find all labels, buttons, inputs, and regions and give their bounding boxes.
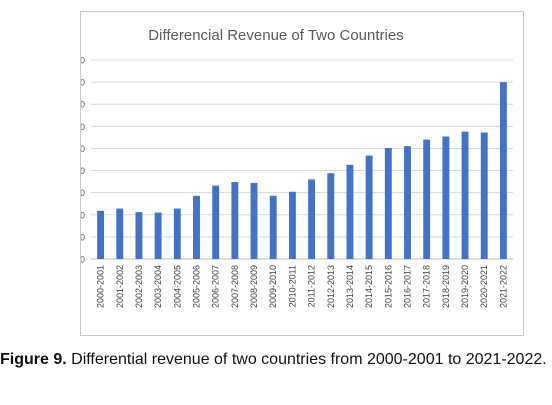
bar — [308, 179, 316, 259]
y-tick-label: 0 — [81, 255, 85, 265]
bar — [442, 136, 450, 259]
x-tick-label: 2009-2010 — [268, 265, 278, 308]
x-tick-label: 2006-2007 — [211, 265, 221, 308]
x-tick-label: 2004-2005 — [172, 265, 182, 308]
x-tick-label: 2019-2020 — [460, 265, 470, 308]
x-tick-label: 2010-2011 — [287, 265, 297, 307]
x-tick-label: 2013-2014 — [345, 265, 355, 308]
bar — [135, 212, 143, 259]
bar — [480, 132, 488, 259]
bar — [288, 191, 296, 259]
bar — [97, 210, 105, 259]
x-tick-label: 2020-2021 — [479, 265, 489, 308]
bar — [384, 148, 392, 259]
bar — [154, 212, 162, 259]
bar — [461, 131, 469, 259]
y-tick-label: 5000000 — [81, 232, 85, 242]
x-tick-label: 2008-2009 — [249, 265, 259, 308]
x-tick-label: 2003-2004 — [153, 265, 163, 308]
x-tick-label: 2012-2013 — [326, 265, 336, 308]
x-tick-label: 2017-2018 — [422, 265, 432, 308]
bar — [499, 82, 507, 259]
y-tick-label: 20000000 — [81, 166, 85, 176]
caption-text: Differential revenue of two countries fr… — [66, 351, 547, 368]
bar — [173, 208, 181, 259]
bar — [346, 164, 354, 259]
bar — [116, 208, 124, 259]
x-tick-label: 2014-2015 — [364, 265, 374, 308]
bar — [423, 139, 431, 259]
chart-frame: Differencial Revenue of Two Countries 0 50… — [80, 11, 524, 336]
x-tick-label: 2018-2019 — [441, 265, 451, 308]
bar — [231, 182, 239, 259]
y-tick-label: 15000000 — [81, 188, 85, 198]
y-tick-label: 30000000 — [81, 122, 85, 132]
y-tick-label: 10000000 — [81, 210, 85, 220]
x-tick-label: 2016-2017 — [403, 265, 413, 308]
x-tick-label: 2002-2003 — [134, 265, 144, 308]
figure-caption: Figure 9. Differential revenue of two co… — [0, 349, 552, 370]
y-tick-label: 45000000 — [81, 56, 85, 66]
x-tick-label: 2015-2016 — [383, 265, 393, 308]
x-tick-label: 2011-2012 — [307, 265, 317, 307]
x-tick-label: 2005-2006 — [192, 265, 202, 308]
bar-chart: Differencial Revenue of Two Countries 0 50… — [81, 27, 513, 308]
bar — [212, 185, 220, 259]
caption-label: Figure 9. — [0, 351, 67, 368]
bar — [365, 155, 373, 259]
y-tick-label: 35000000 — [81, 100, 85, 110]
y-tick-label: 25000000 — [81, 144, 85, 154]
bar — [193, 195, 200, 259]
bar — [404, 146, 411, 259]
y-tick-label: 40000000 — [81, 78, 85, 88]
chart-title: Differencial Revenue of Two Countries — [148, 27, 403, 44]
bar — [327, 173, 335, 259]
x-tick-label: 2000-2001 — [96, 265, 106, 308]
x-tick-label: 2007-2008 — [230, 265, 240, 308]
bar — [250, 182, 258, 259]
x-tick-label: 2001-2002 — [115, 265, 125, 308]
bar — [269, 195, 277, 259]
x-tick-label: 2021-2022 — [498, 265, 508, 308]
